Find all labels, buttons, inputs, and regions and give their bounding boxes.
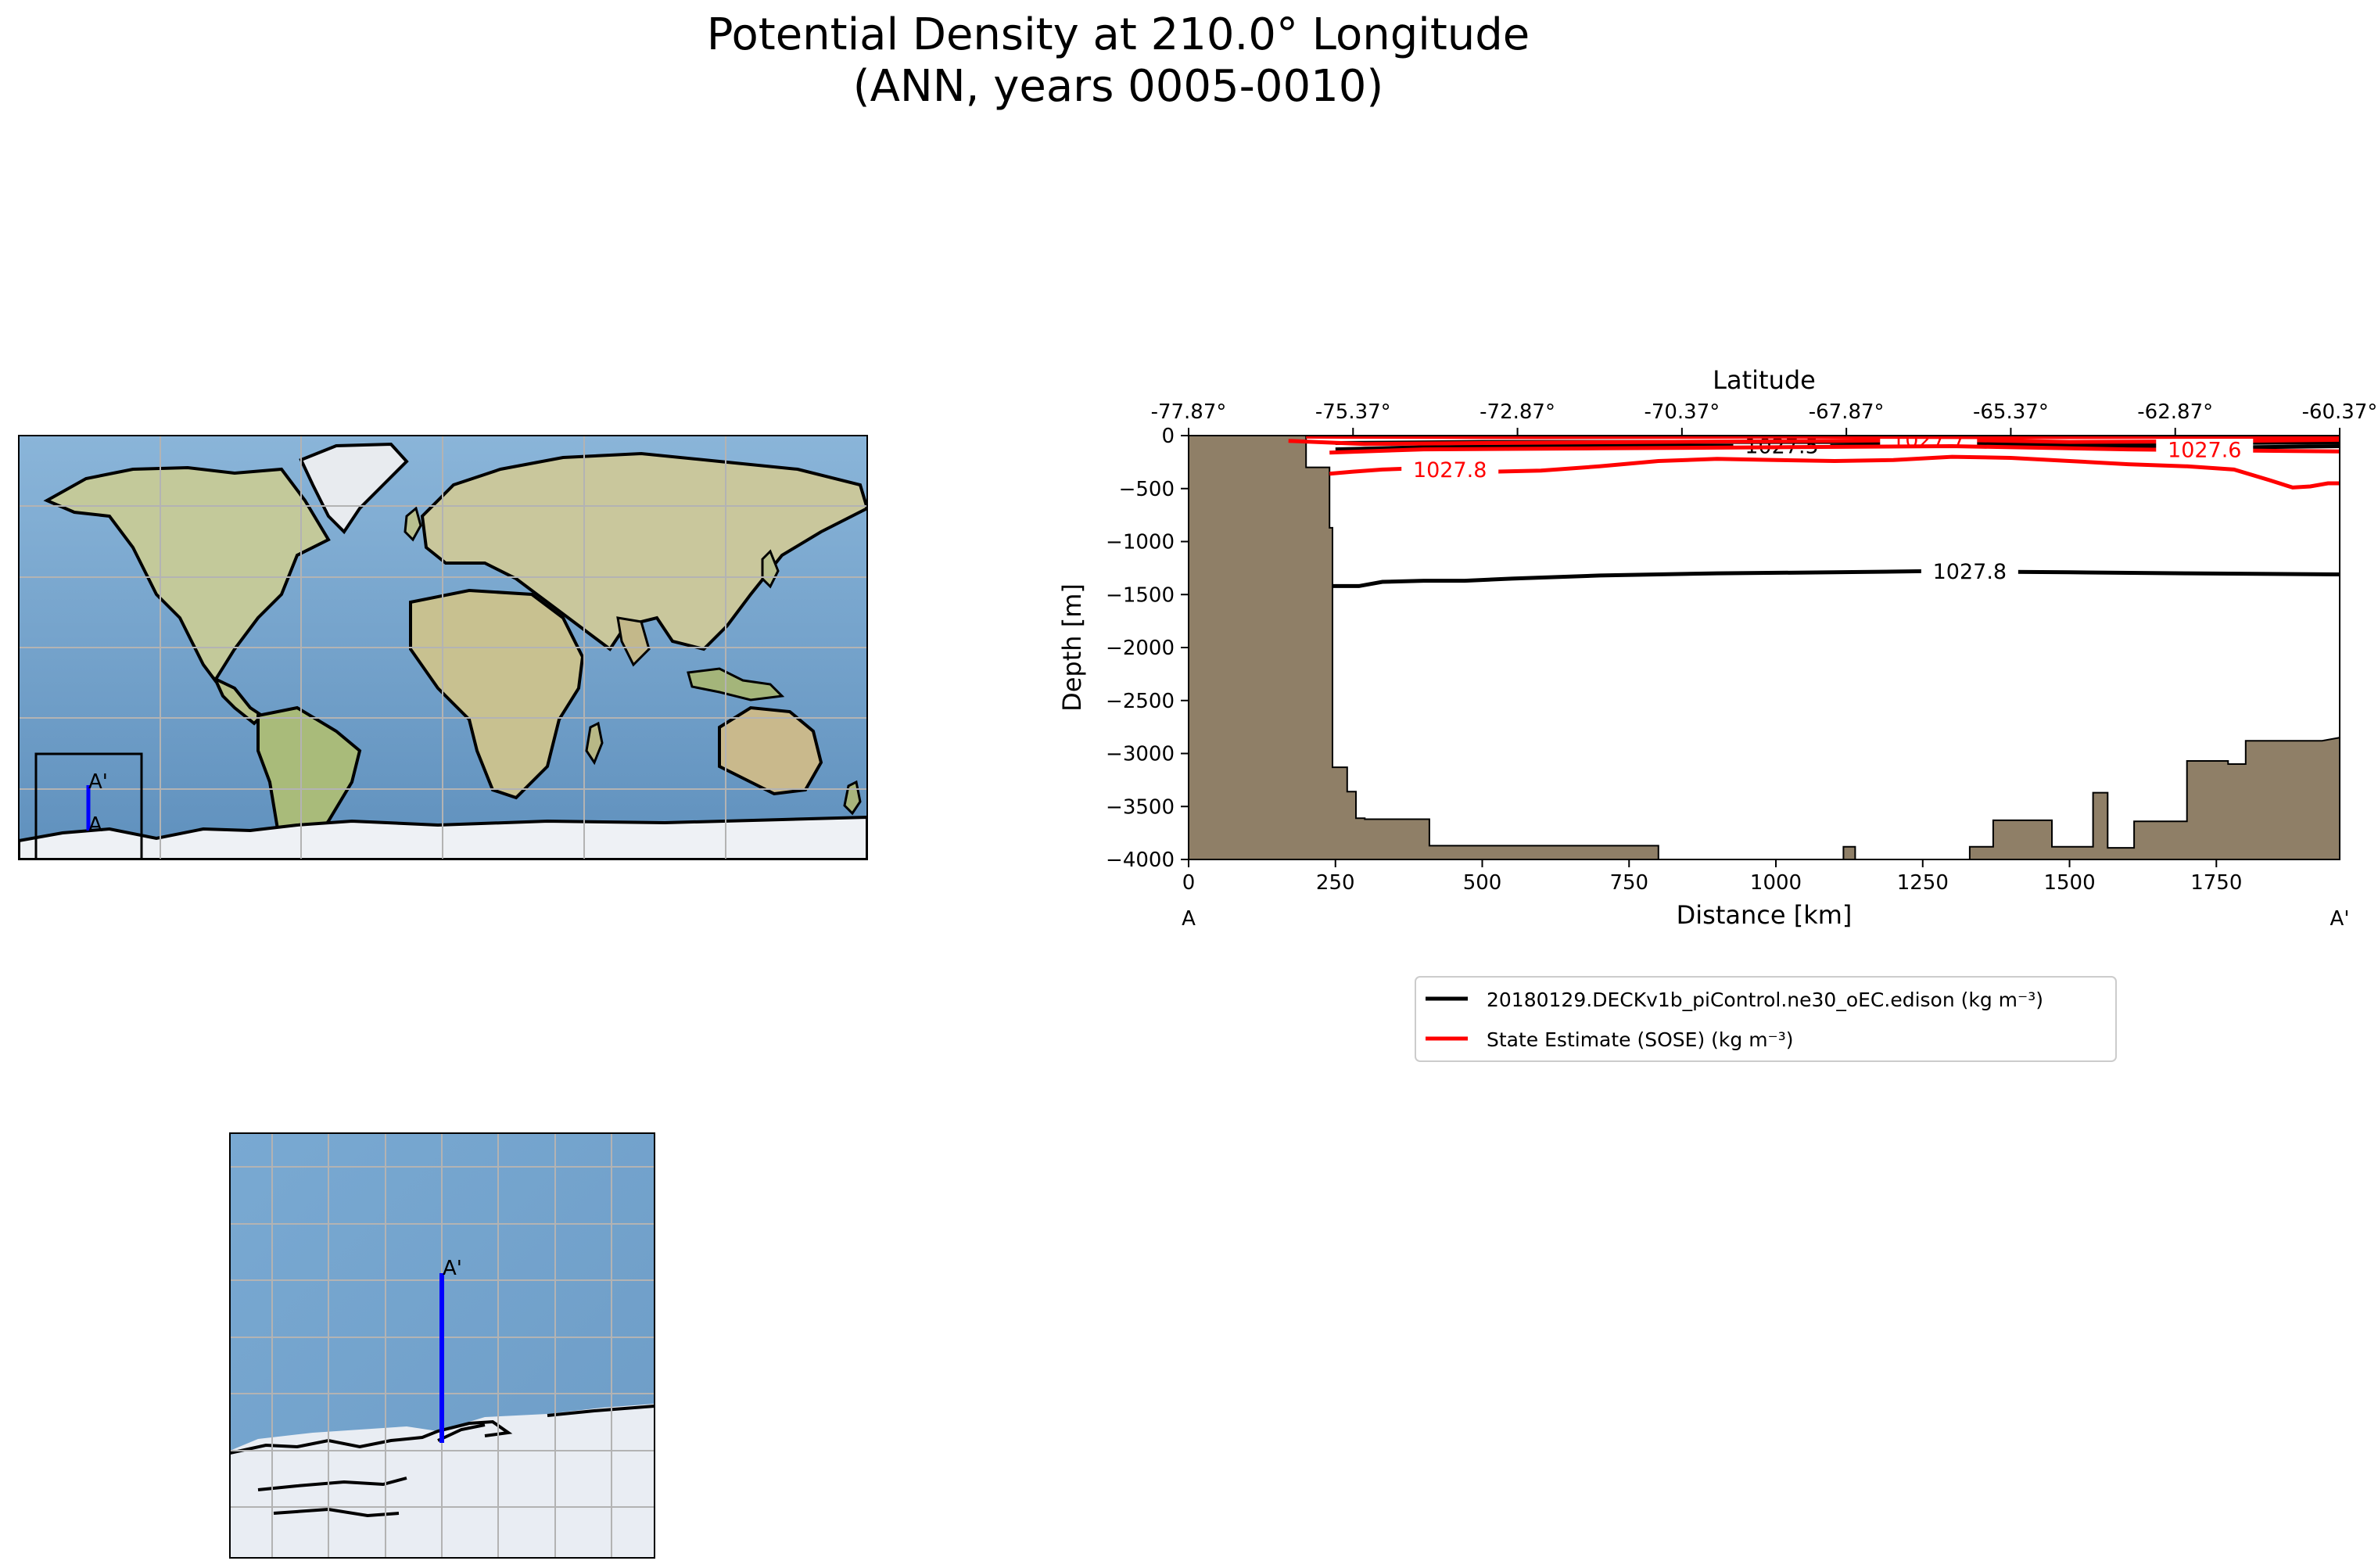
top-tick-label-5: -65.37°: [1973, 400, 2049, 424]
contour-line-s1-c1: [1288, 437, 2340, 447]
inset-gridlines: [230, 1133, 655, 1558]
xtick-label-2: 500: [1463, 871, 1502, 895]
inset-map-label-aprime: A': [443, 1257, 462, 1280]
title-line-1: Potential Density at 210.0° Longitude: [706, 9, 1530, 60]
north-america: [43, 465, 331, 684]
africa: [409, 588, 585, 800]
british-isles: [404, 506, 422, 542]
inset-coastline: [230, 1405, 655, 1518]
x-axis-label: Distance [km]: [1677, 900, 1853, 930]
xtick-label-0: 0: [1182, 871, 1196, 895]
ytick-label-6: −3000: [1106, 743, 1175, 766]
ytick-label-5: −2500: [1106, 690, 1175, 713]
map-gridlines: [19, 436, 867, 859]
figure-title: Potential Density at 210.0° Longitude (A…: [0, 9, 2236, 113]
india: [616, 616, 651, 667]
xtick-label-1: 250: [1316, 871, 1355, 895]
greenland: [299, 442, 409, 535]
madagascar: [585, 721, 604, 766]
eurasia: [420, 451, 867, 651]
contour-label-s0-c0: 1027.8: [1933, 560, 2007, 584]
legend-label-obs: State Estimate (SOSE) (kg m⁻³): [1487, 1028, 1794, 1051]
xtick-label-7: 1750: [2190, 871, 2242, 895]
xtick-label-3: 750: [1609, 871, 1648, 895]
bathymetry-land: [1189, 436, 2340, 859]
inset-region-box: [34, 752, 143, 859]
ytick-label-1: −500: [1119, 478, 1175, 501]
ytick-label-8: −4000: [1106, 849, 1175, 872]
global-map-frame: [18, 435, 868, 860]
top-tick-label-2: -72.87°: [1480, 400, 1555, 424]
contour-label-s1-c2: 1027.6: [2168, 439, 2241, 463]
y-axis-label: Depth [m]: [1057, 583, 1087, 712]
ytick-label-3: −1500: [1106, 583, 1175, 607]
plot-background: [1189, 436, 2340, 859]
top-axis-label: Latitude: [1713, 365, 1816, 395]
contour-label-s1-c1: 1027.7: [1892, 429, 1965, 453]
top-tick-label-1: -75.37°: [1315, 400, 1391, 424]
contour-line-s1-c3: [1306, 436, 2340, 440]
xtick-label-4: 1000: [1750, 871, 1802, 895]
top-tick-label-4: -67.87°: [1809, 400, 1885, 424]
contour-label-s1-c0: 1027.8: [1413, 458, 1487, 483]
xtick-label-6: 1500: [2043, 871, 2095, 895]
xtick-label-5: 1250: [1897, 871, 1949, 895]
section-end-label-aprime: A': [2330, 907, 2350, 931]
ytick-label-2: −1000: [1106, 531, 1175, 554]
contour-label-bg-s1-c2: [2156, 437, 2254, 463]
australia: [718, 705, 823, 796]
inset-map-frame: [229, 1132, 655, 1559]
contour-line-s1-c2: [1329, 443, 2340, 455]
legend-frame: [1415, 976, 2117, 1062]
title-line-2: (ANN, years 0005-0010): [852, 61, 1384, 112]
inset-map: [230, 1133, 655, 1558]
ytick-label-0: 0: [1161, 425, 1175, 448]
legend-label-model: 20180129.DECKv1b_piControl.ne30_oEC.edis…: [1487, 989, 2043, 1011]
ytick-label-4: −2000: [1106, 637, 1175, 660]
contour-label-bg-s0-c0: [1921, 558, 2018, 584]
indonesia: [687, 667, 785, 701]
top-tick-label-7: -60.37°: [2302, 400, 2378, 424]
legend: 20180129.DECKv1b_piControl.ne30_oEC.edis…: [1415, 976, 2117, 1062]
global-map-label-a: A: [88, 813, 102, 837]
global-map-label-aprime: A': [88, 770, 108, 794]
top-tick-label-6: -62.87°: [2137, 400, 2213, 424]
contour-line-s0-c0: [1332, 569, 2340, 588]
section-end-label-a: A: [1182, 907, 1196, 931]
top-tick-label-0: -77.87°: [1151, 400, 1227, 424]
contour-label-bg-s1-c0: [1401, 457, 1499, 483]
top-tick-label-3: -70.37°: [1644, 400, 1720, 424]
ytick-label-7: −3500: [1106, 795, 1175, 819]
global-map: [19, 436, 867, 859]
